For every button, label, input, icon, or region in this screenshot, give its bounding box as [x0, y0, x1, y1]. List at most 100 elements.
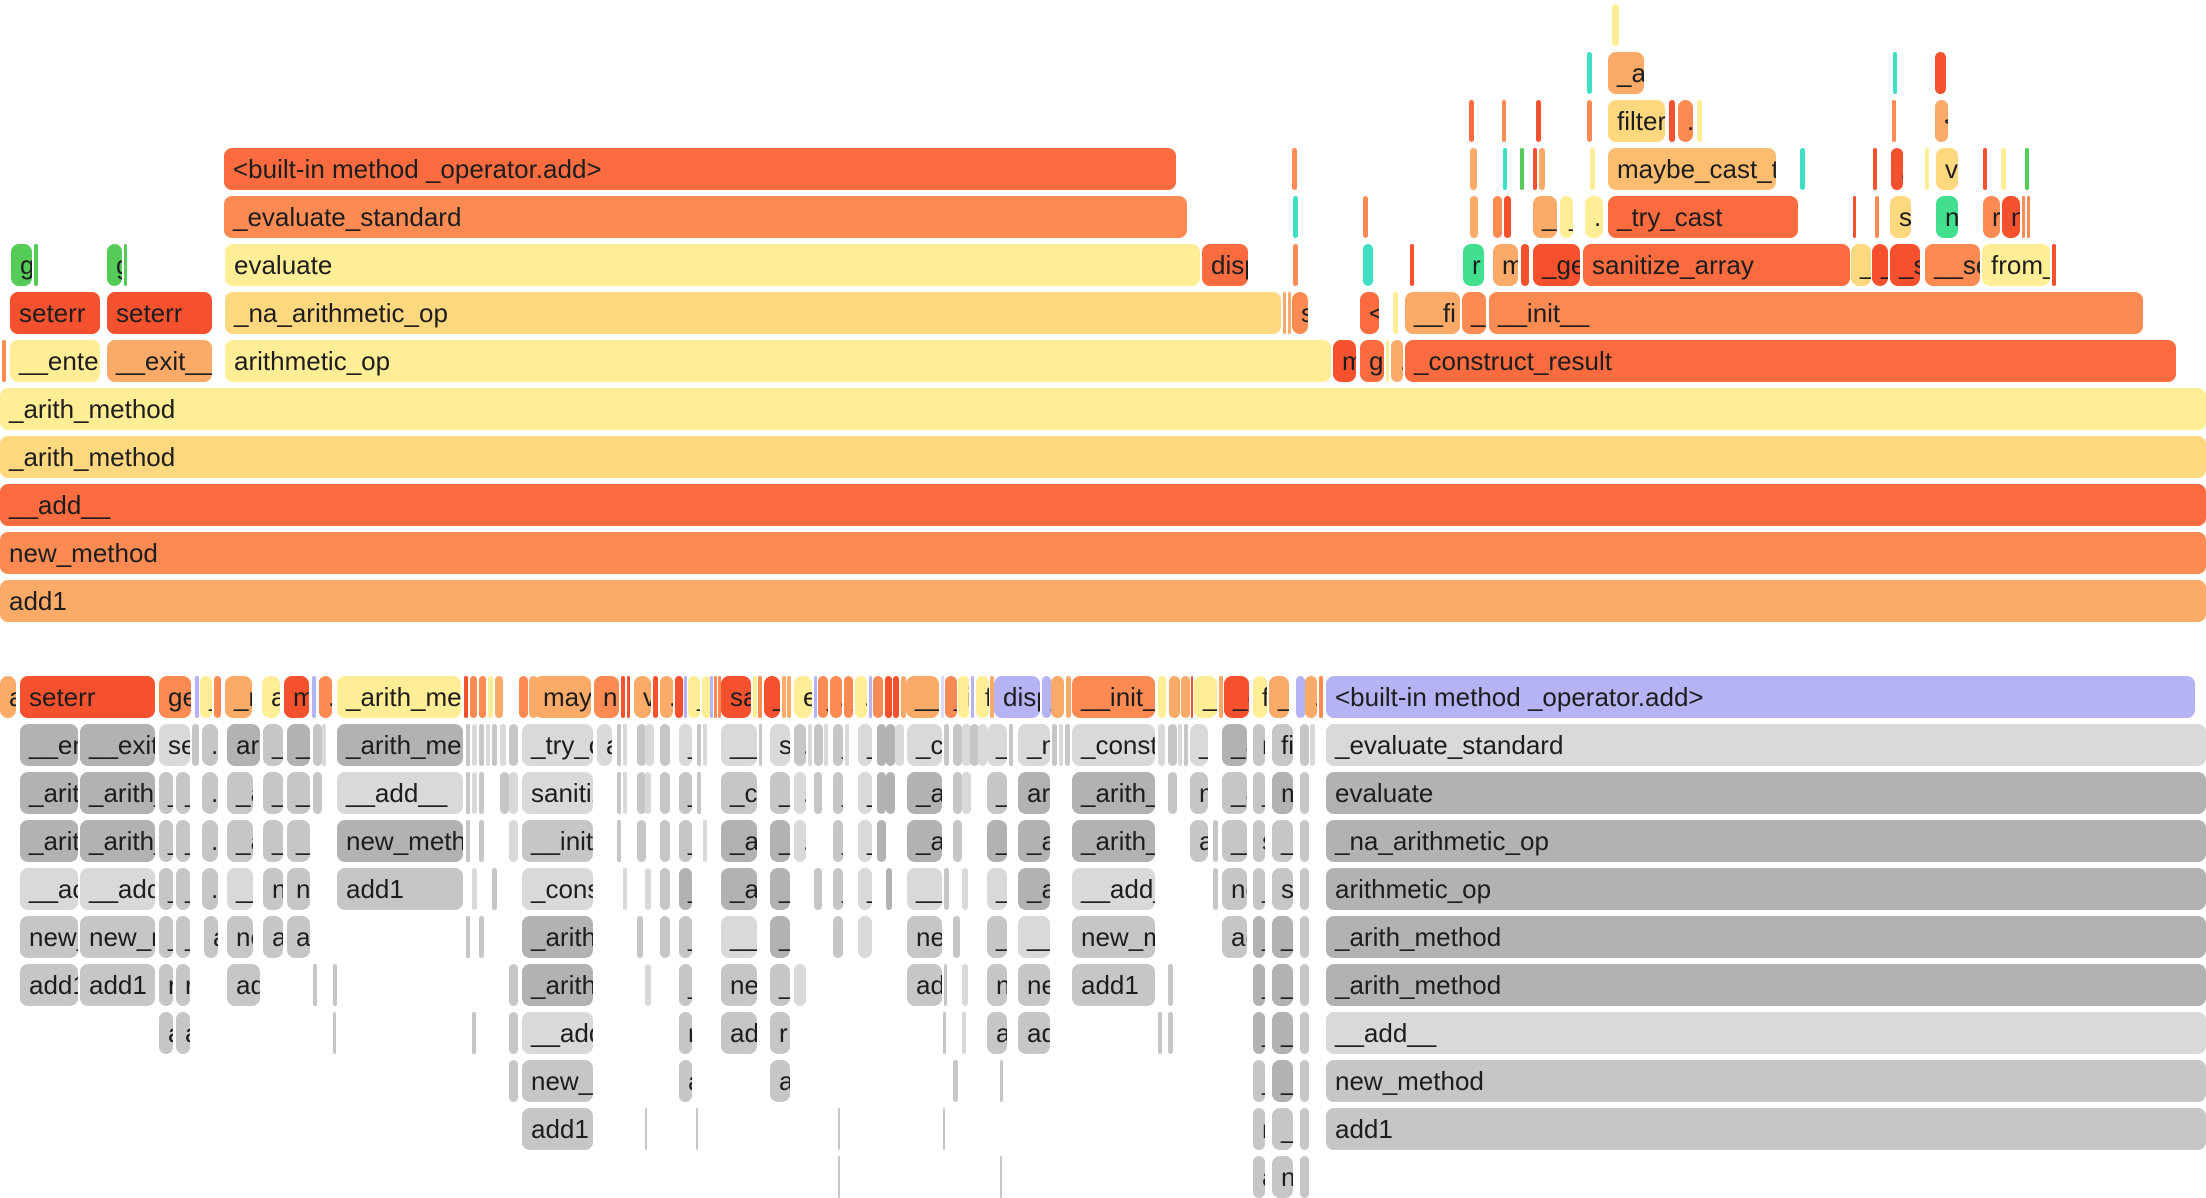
frame-sliver[interactable]	[1184, 724, 1188, 766]
frame-sliver[interactable]: _	[176, 916, 190, 958]
frame-a[interactable]: _a	[721, 868, 757, 910]
frame-m[interactable]: m	[1333, 340, 1356, 382]
frame-sliver[interactable]: _	[263, 772, 283, 814]
frame-sliver[interactable]	[782, 676, 786, 718]
frame-ad[interactable]: ad	[1222, 916, 1247, 958]
frame-sliver[interactable]	[1587, 52, 1592, 94]
frame-sliver[interactable]: _	[263, 724, 283, 766]
frame-sliver[interactable]	[944, 724, 949, 766]
frame-n[interactable]: n	[263, 868, 283, 910]
frame-sliver[interactable]	[1168, 964, 1173, 1006]
frame-sliver[interactable]	[1213, 868, 1218, 910]
frame-na[interactable]: na	[1936, 196, 1958, 238]
frame-sliver[interactable]	[696, 1108, 698, 1150]
frame-sliver[interactable]	[1893, 52, 1897, 94]
frame-sliver[interactable]: _	[1272, 964, 1293, 1006]
frame-sliver[interactable]	[466, 772, 470, 814]
frame-sliver[interactable]	[684, 676, 687, 718]
frame-sliver[interactable]	[1520, 148, 1524, 190]
frame-sliver[interactable]	[845, 724, 849, 766]
frame-add[interactable]: __add	[80, 868, 155, 910]
frame-sliver[interactable]: .	[1169, 676, 1180, 718]
frame-sliver[interactable]	[1502, 100, 1506, 142]
frame-r[interactable]: r	[176, 964, 190, 1006]
frame-sliver[interactable]	[962, 1012, 966, 1054]
frame-sliver[interactable]: _	[679, 820, 692, 862]
frame-s[interactable]: s	[1272, 868, 1293, 910]
frame-sliver[interactable]: .	[509, 772, 518, 814]
frame-r[interactable]: r	[1300, 724, 1309, 766]
frame-sliver[interactable]: .	[814, 724, 823, 766]
frame-sliver[interactable]: .	[1168, 772, 1177, 814]
frame-sliver[interactable]	[1293, 244, 1298, 286]
frame-init[interactable]: __init__	[1489, 292, 2143, 334]
frame-arith-method[interactable]: _arith_method	[0, 436, 2206, 478]
frame-sliver[interactable]	[2022, 196, 2025, 238]
frame-sliver[interactable]: .	[1300, 1012, 1309, 1054]
frame-na-arithmetic-op[interactable]: _na_arithmetic_op	[1326, 820, 2206, 862]
frame-arith-method[interactable]: _arith_method	[1326, 916, 2206, 958]
frame-evaluate-standard[interactable]: _evaluate_standard	[1326, 724, 2206, 766]
frame-v[interactable]: v	[634, 676, 651, 718]
frame-sanitiz[interactable]: sanitiz	[522, 772, 593, 814]
frame-n[interactable]: n	[1253, 724, 1265, 766]
frame-r[interactable]: r	[509, 964, 518, 1006]
frame-sliver[interactable]: _	[764, 676, 780, 718]
frame-sliver[interactable]: .	[895, 724, 904, 766]
frame-sliver[interactable]	[901, 676, 906, 718]
frame-from[interactable]: from_	[1982, 244, 2050, 286]
frame-a[interactable]: a	[1190, 820, 1208, 862]
frame-exit[interactable]: __exit	[80, 724, 155, 766]
frame-r[interactable]: r	[1300, 1108, 1309, 1150]
frame-ge[interactable]: ge	[159, 676, 191, 718]
frame-sliver[interactable]	[759, 724, 762, 766]
frame-ar[interactable]: _ar	[907, 772, 942, 814]
frame-sliver[interactable]: _	[818, 676, 828, 718]
frame-sa[interactable]: sa	[721, 676, 751, 718]
frame-sliver[interactable]: _	[679, 868, 692, 910]
frame-sliver[interactable]	[333, 1012, 336, 1054]
frame-a[interactable]: a	[1253, 1156, 1265, 1198]
frame-en[interactable]: __en	[20, 724, 78, 766]
frame-try-c[interactable]: _try_c	[522, 724, 593, 766]
frame-ne[interactable]: ne	[227, 916, 253, 958]
frame-se[interactable]: se	[159, 724, 190, 766]
frame-sliver[interactable]	[885, 676, 892, 718]
frame-sliver[interactable]: .	[962, 724, 971, 766]
frame-sliver[interactable]: _	[159, 916, 173, 958]
frame-sliver[interactable]: .	[202, 772, 218, 814]
frame-sliver[interactable]	[1009, 724, 1013, 766]
frame-sliver[interactable]: _	[987, 772, 1007, 814]
frame-sliver[interactable]: .	[1305, 676, 1317, 718]
frame-sliver[interactable]	[814, 868, 822, 910]
frame-sliver[interactable]	[1283, 292, 1286, 334]
frame-e[interactable]: e	[794, 676, 812, 718]
frame-sliver[interactable]: _	[1253, 772, 1265, 814]
frame-r[interactable]: r	[519, 676, 528, 718]
frame-a[interactable]: a	[204, 916, 218, 958]
frame-sliver[interactable]: .	[319, 676, 332, 718]
frame-enter[interactable]: __enter	[10, 340, 100, 382]
frame-sliver[interactable]	[322, 724, 326, 766]
frame-sliver[interactable]: _	[770, 964, 790, 1006]
frame-sliver[interactable]	[645, 868, 651, 910]
frame-evaluate-standard[interactable]: _evaluate_standard	[224, 196, 1187, 238]
frame-sliver[interactable]: .	[1300, 1060, 1309, 1102]
frame-sliver[interactable]	[637, 916, 643, 958]
frame-sliver[interactable]	[1539, 148, 1545, 190]
frame-arith[interactable]: _arith	[522, 916, 593, 958]
frame-sliver[interactable]	[962, 868, 968, 910]
frame-sliver[interactable]	[1052, 724, 1057, 766]
frame-s[interactable]: s	[1890, 196, 1911, 238]
frame-sliver[interactable]	[1697, 100, 1702, 142]
frame-seterr[interactable]: seterr	[107, 292, 212, 334]
frame-sliver[interactable]: .	[886, 724, 895, 766]
frame-add1[interactable]: add1	[522, 1108, 593, 1150]
frame-sliver[interactable]: .	[794, 820, 806, 862]
frame-sliver[interactable]	[486, 724, 490, 766]
frame-sliver[interactable]: _	[287, 820, 310, 862]
frame-r[interactable]: r	[1463, 244, 1484, 286]
frame-sliver[interactable]	[714, 676, 717, 718]
frame-sliver[interactable]: .	[953, 772, 962, 814]
frame-r[interactable]: r	[159, 964, 173, 1006]
